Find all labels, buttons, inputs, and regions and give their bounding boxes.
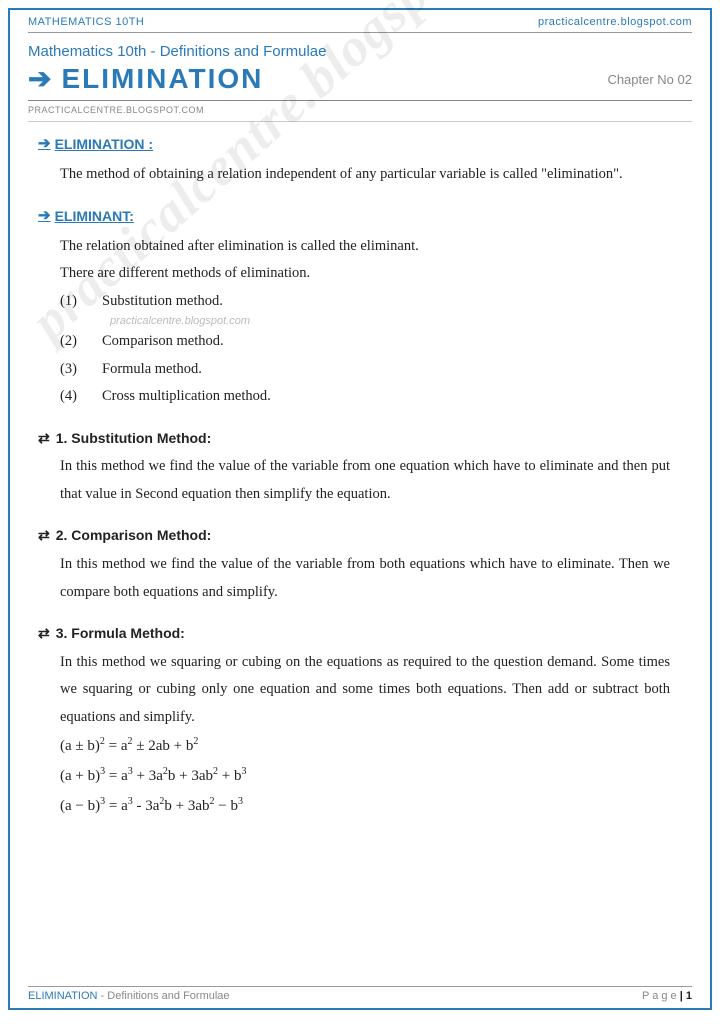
section-method1: ⇄1. Substitution Method: In this method … bbox=[38, 425, 670, 509]
list-text: Cross multiplication method. bbox=[102, 383, 271, 411]
heading-text: ELIMINANT: bbox=[55, 203, 134, 230]
subsection-heading: ⇄2. Comparison Method: bbox=[38, 522, 670, 549]
list-number: (1) bbox=[60, 288, 88, 316]
site-url: practicalcentre.blogspot.com bbox=[538, 16, 692, 28]
swap-icon: ⇄ bbox=[38, 425, 50, 452]
footer-row: ELIMINATION - Definitions and Formulae P… bbox=[28, 990, 692, 1002]
formula: (a ± b)2 = a2 ± 2ab + b2 bbox=[60, 731, 670, 761]
section-elimination: ➔ELIMINATION : The method of obtaining a… bbox=[38, 130, 670, 188]
content-area: ➔ELIMINATION : The method of obtaining a… bbox=[10, 130, 710, 821]
title-row: ➔ ELIMINATION Chapter No 02 bbox=[10, 62, 710, 96]
divider bbox=[28, 986, 692, 987]
list-number: (2) bbox=[60, 328, 88, 356]
formula: (a − b)3 = a3 - 3a2b + 3ab2 − b3 bbox=[60, 791, 670, 821]
arrow-icon: ➔ bbox=[38, 130, 51, 159]
footer-title: ELIMINATION bbox=[28, 990, 97, 1002]
section-method2: ⇄2. Comparison Method: In this method we… bbox=[38, 522, 670, 606]
divider bbox=[28, 121, 692, 122]
formula-block: (a ± b)2 = a2 ± 2ab + b2 (a + b)3 = a3 +… bbox=[38, 731, 670, 821]
top-bar: MATHEMATICS 10TH practicalcentre.blogspo… bbox=[10, 10, 710, 32]
list-number: (3) bbox=[60, 356, 88, 384]
section-body: In this method we find the value of the … bbox=[38, 551, 670, 606]
list-number: (4) bbox=[60, 383, 88, 411]
micro-url: PRACTICALCENTRE.BLOGSPOT.COM bbox=[10, 103, 710, 121]
page-frame: practicalcentre.blogspot.com MATHEMATICS… bbox=[8, 8, 712, 1010]
swap-icon: ⇄ bbox=[38, 620, 50, 647]
section-heading: ➔ELIMINANT: bbox=[38, 202, 670, 231]
footer-left: ELIMINATION - Definitions and Formulae bbox=[28, 990, 230, 1002]
list-text: Comparison method. bbox=[102, 328, 224, 356]
footer: ELIMINATION - Definitions and Formulae P… bbox=[10, 986, 710, 1002]
method-list: (1)Substitution method. practicalcentre.… bbox=[38, 288, 670, 411]
heading-text: 3. Formula Method: bbox=[56, 620, 185, 647]
swap-icon: ⇄ bbox=[38, 522, 50, 549]
divider bbox=[28, 100, 692, 101]
list-item: (4) Cross multiplication method. bbox=[60, 383, 670, 411]
section-eliminant: ➔ELIMINANT: The relation obtained after … bbox=[38, 202, 670, 411]
list-item: (2) Comparison method. bbox=[60, 328, 670, 356]
formula: (a + b)3 = a3 + 3a2b + 3ab2 + b3 bbox=[60, 761, 670, 791]
title-left: ➔ ELIMINATION bbox=[28, 62, 263, 96]
subsection-heading: ⇄1. Substitution Method: bbox=[38, 425, 670, 452]
subsection-heading: ⇄3. Formula Method: bbox=[38, 620, 670, 647]
chapter-label: Chapter No 02 bbox=[607, 72, 692, 87]
section-body: The relation obtained after elimination … bbox=[38, 233, 670, 261]
section-body: In this method we squaring or cubing on … bbox=[38, 649, 670, 732]
section-body: In this method we find the value of the … bbox=[38, 453, 670, 508]
page-number: | 1 bbox=[680, 990, 692, 1002]
section-body: There are different methods of eliminati… bbox=[38, 260, 670, 288]
section-heading: ➔ELIMINATION : bbox=[38, 130, 670, 159]
page-label: P a g e bbox=[642, 990, 680, 1002]
footer-subtitle: - Definitions and Formulae bbox=[97, 990, 229, 1002]
heading-text: 1. Substitution Method: bbox=[56, 425, 212, 452]
footer-right: P a g e | 1 bbox=[642, 990, 692, 1002]
list-item: (3) Formula method. bbox=[60, 356, 670, 384]
subtitle: Mathematics 10th - Definitions and Formu… bbox=[10, 33, 710, 62]
arrow-icon: ➔ bbox=[28, 62, 51, 96]
heading-text: ELIMINATION : bbox=[55, 131, 154, 158]
arrow-icon: ➔ bbox=[38, 202, 51, 231]
list-text: Formula method. bbox=[102, 356, 202, 384]
heading-text: 2. Comparison Method: bbox=[56, 522, 212, 549]
page-title: ELIMINATION bbox=[61, 63, 263, 95]
doc-category: MATHEMATICS 10TH bbox=[28, 16, 144, 28]
section-body: The method of obtaining a relation indep… bbox=[38, 161, 670, 189]
section-method3: ⇄3. Formula Method: In this method we sq… bbox=[38, 620, 670, 821]
